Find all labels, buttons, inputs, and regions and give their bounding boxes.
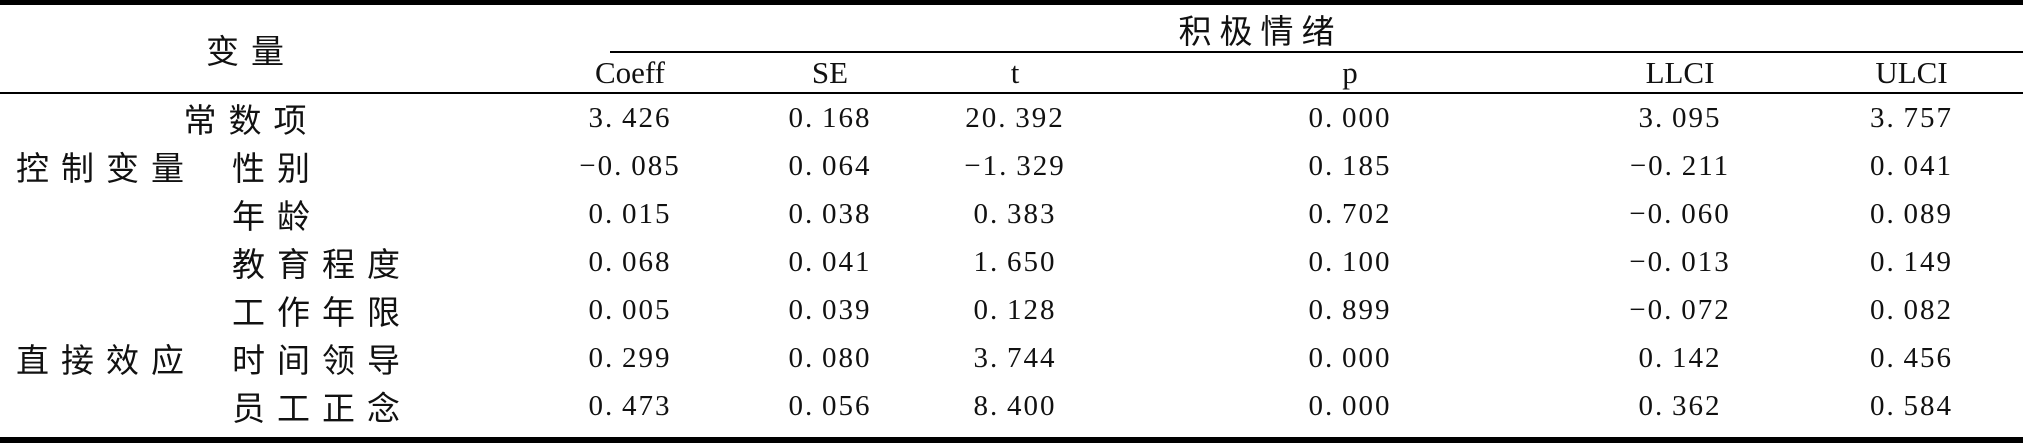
table-row: 直接效应 时间领导 0. 299 0. 080 3. 744 0. 000 0. 142 0.… <box>0 334 2023 382</box>
value-cell: 0. 128 <box>973 293 1057 326</box>
value-cell: 0. 006 <box>1140 430 1560 437</box>
table-row: 控制变量 性别 −0. 085 0. 064 −1. 329 0. 185 −0. 211 0… <box>0 142 2023 190</box>
value-cell: 0. 383 <box>973 197 1057 230</box>
value-cell: −0. 013 <box>1629 245 1731 278</box>
header-row-stats: Coeff SE t p LLCI ULCI <box>0 53 2023 94</box>
table-row: 工作年限 0. 005 0. 039 0. 128 0. 899 −0. 072 0. 08… <box>0 286 2023 334</box>
table-row: 年龄 0. 015 0. 038 0. 383 0. 702 −0. 060 0. 089 <box>0 190 2023 238</box>
group-label: 直接效应 <box>16 344 196 380</box>
column-header-coeff: Coeff <box>490 53 770 94</box>
value-cell: 0. 168 <box>788 101 872 134</box>
paper-table: 变量 积极情绪 Coeff SE t p LLCI ULCI 常数项 3. 426… <box>0 5 2023 437</box>
value-cell: 0. 456 <box>1870 341 1954 374</box>
value-cell: 0. 299 <box>588 341 672 374</box>
value-cell: 0. 702 <box>1308 197 1392 230</box>
value-cell: 20. 392 <box>965 101 1065 134</box>
dv-underline-rule <box>610 51 2023 53</box>
value-cell: 0. 068 <box>588 245 672 278</box>
value-cell: 3. 757 <box>1870 101 1954 134</box>
table-header: 变量 积极情绪 Coeff SE t p LLCI ULCI <box>0 5 2023 94</box>
variable-label: 时间领导×员工正念 <box>230 430 490 437</box>
value-cell: −0. 060 <box>1629 197 1731 230</box>
value-cell: 0. 362 <box>1638 389 1722 422</box>
group-label <box>0 238 230 286</box>
variable-label: 时间领导 <box>232 344 412 380</box>
value-cell: −1. 329 <box>964 149 1066 182</box>
value-cell: 0. 005 <box>588 293 672 326</box>
column-header-t: t <box>890 53 1140 94</box>
value-cell: 0. 056 <box>788 389 872 422</box>
value-cell: 0. 080 <box>788 341 872 374</box>
value-cell: 0. 064 <box>788 149 872 182</box>
column-header-p: p <box>1140 53 1560 94</box>
value-cell: 0. 473 <box>588 389 672 422</box>
value-cell: 1. 650 <box>973 245 1057 278</box>
table-body: 常数项 3. 426 0. 168 20. 392 0. 000 3. 095 3. 757… <box>0 93 2023 437</box>
column-header-ulci: ULCI <box>1800 53 2023 94</box>
value-cell: −0. 085 <box>579 149 681 182</box>
table-row: 常数项 3. 426 0. 168 20. 392 0. 000 3. 095 3. 757 <box>0 93 2023 142</box>
value-cell: 0. 015 <box>588 197 672 230</box>
value-cell: 0. 098 <box>770 430 890 437</box>
value-cell: 0. 038 <box>788 197 872 230</box>
value-cell: 3. 744 <box>973 341 1057 374</box>
group-label <box>0 286 230 334</box>
group-label <box>0 382 230 430</box>
group-label <box>0 190 230 238</box>
value-cell: 0. 185 <box>1308 149 1392 182</box>
variable-label: 员工正念 <box>232 392 412 428</box>
column-header-se: SE <box>770 53 890 94</box>
constant-row-label: 常数项 <box>183 104 319 140</box>
value-cell: 3. 426 <box>588 101 672 134</box>
value-cell: 0. 274 <box>490 430 770 437</box>
table-row: 教育程度 0. 068 0. 041 1. 650 0. 100 −0. 013 0. 14… <box>0 238 2023 286</box>
value-cell: 0. 082 <box>1870 293 1954 326</box>
group-label: 控制变量 <box>16 152 196 188</box>
dependent-variable-label: 积极情绪 <box>1178 15 1343 51</box>
variable-column-header: 变量 <box>0 5 490 94</box>
variable-label: 教育程度 <box>232 248 412 284</box>
variable-label: 年龄 <box>232 200 322 236</box>
header-row-spanner: 变量 积极情绪 <box>0 5 2023 94</box>
value-cell: −0. 072 <box>1629 293 1731 326</box>
value-cell: 0. 000 <box>1308 101 1392 134</box>
value-cell: 0. 584 <box>1870 389 1954 422</box>
dependent-variable-header: 积极情绪 <box>490 5 2023 53</box>
value-cell: 0. 039 <box>788 293 872 326</box>
value-cell: 0. 081 <box>1560 430 1800 437</box>
value-cell: 0. 089 <box>1870 197 1954 230</box>
table-row: 员工正念 0. 473 0. 056 8. 400 0. 000 0. 362 0. 584 <box>0 382 2023 430</box>
value-cell: 3. 095 <box>1638 101 1722 134</box>
value-cell: 8. 400 <box>973 389 1057 422</box>
value-cell: 0. 041 <box>788 245 872 278</box>
value-cell: 0. 467 <box>1800 430 2023 437</box>
value-cell: 0. 142 <box>1638 341 1722 374</box>
variable-label: 工作年限 <box>232 296 412 332</box>
value-cell: 0. 899 <box>1308 293 1392 326</box>
value-cell: 0. 100 <box>1308 245 1392 278</box>
group-label: 交互效应 <box>0 430 230 437</box>
value-cell: 2. 795 <box>890 430 1140 437</box>
value-cell: −0. 211 <box>1629 149 1731 182</box>
column-header-llci: LLCI <box>1560 53 1800 94</box>
value-cell: 0. 041 <box>1870 149 1954 182</box>
value-cell: 0. 000 <box>1308 341 1392 374</box>
variable-label: 性别 <box>232 152 322 188</box>
value-cell: 0. 149 <box>1870 245 1954 278</box>
value-cell: 0. 000 <box>1308 389 1392 422</box>
